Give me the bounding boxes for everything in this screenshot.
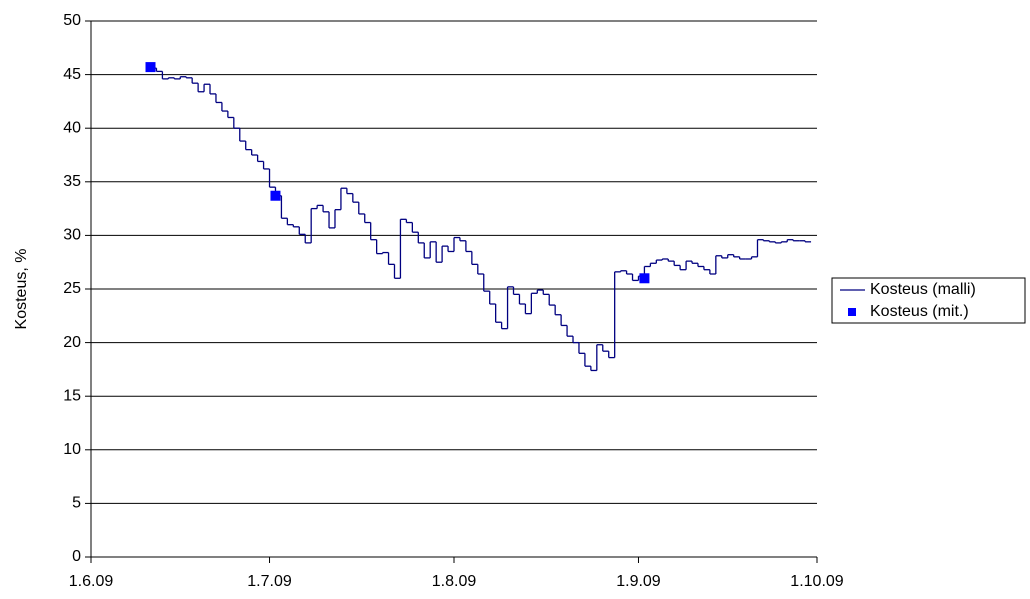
legend-label: Kosteus (malli) xyxy=(870,281,976,298)
legend-marker xyxy=(848,308,856,316)
x-tick-label: 1.9.09 xyxy=(616,573,661,590)
y-tick-label: 5 xyxy=(72,495,81,512)
x-tick-label: 1.10.09 xyxy=(790,573,843,590)
y-tick-label: 45 xyxy=(63,66,81,83)
y-tick-label: 30 xyxy=(63,227,81,244)
data-point xyxy=(270,190,281,201)
legend-box xyxy=(831,277,1026,324)
x-tick-label: 1.7.09 xyxy=(247,573,292,590)
y-tick-label: 25 xyxy=(63,280,81,297)
y-tick-label: 40 xyxy=(63,119,81,136)
y-tick-label: 50 xyxy=(63,12,81,29)
y-tick-label: 15 xyxy=(63,387,81,404)
x-tick-label: 1.8.09 xyxy=(432,573,477,590)
y-tick-label: 35 xyxy=(63,173,81,190)
y-tick-label: 0 xyxy=(72,548,81,565)
y-tick-label: 20 xyxy=(63,334,81,351)
data-point xyxy=(639,273,650,284)
y-axis-label: Kosteus, % xyxy=(13,249,30,330)
legend-label: Kosteus (mit.) xyxy=(870,303,969,320)
data-point xyxy=(145,62,156,73)
y-tick-label: 10 xyxy=(63,441,81,458)
x-tick-label: 1.6.09 xyxy=(69,573,114,590)
